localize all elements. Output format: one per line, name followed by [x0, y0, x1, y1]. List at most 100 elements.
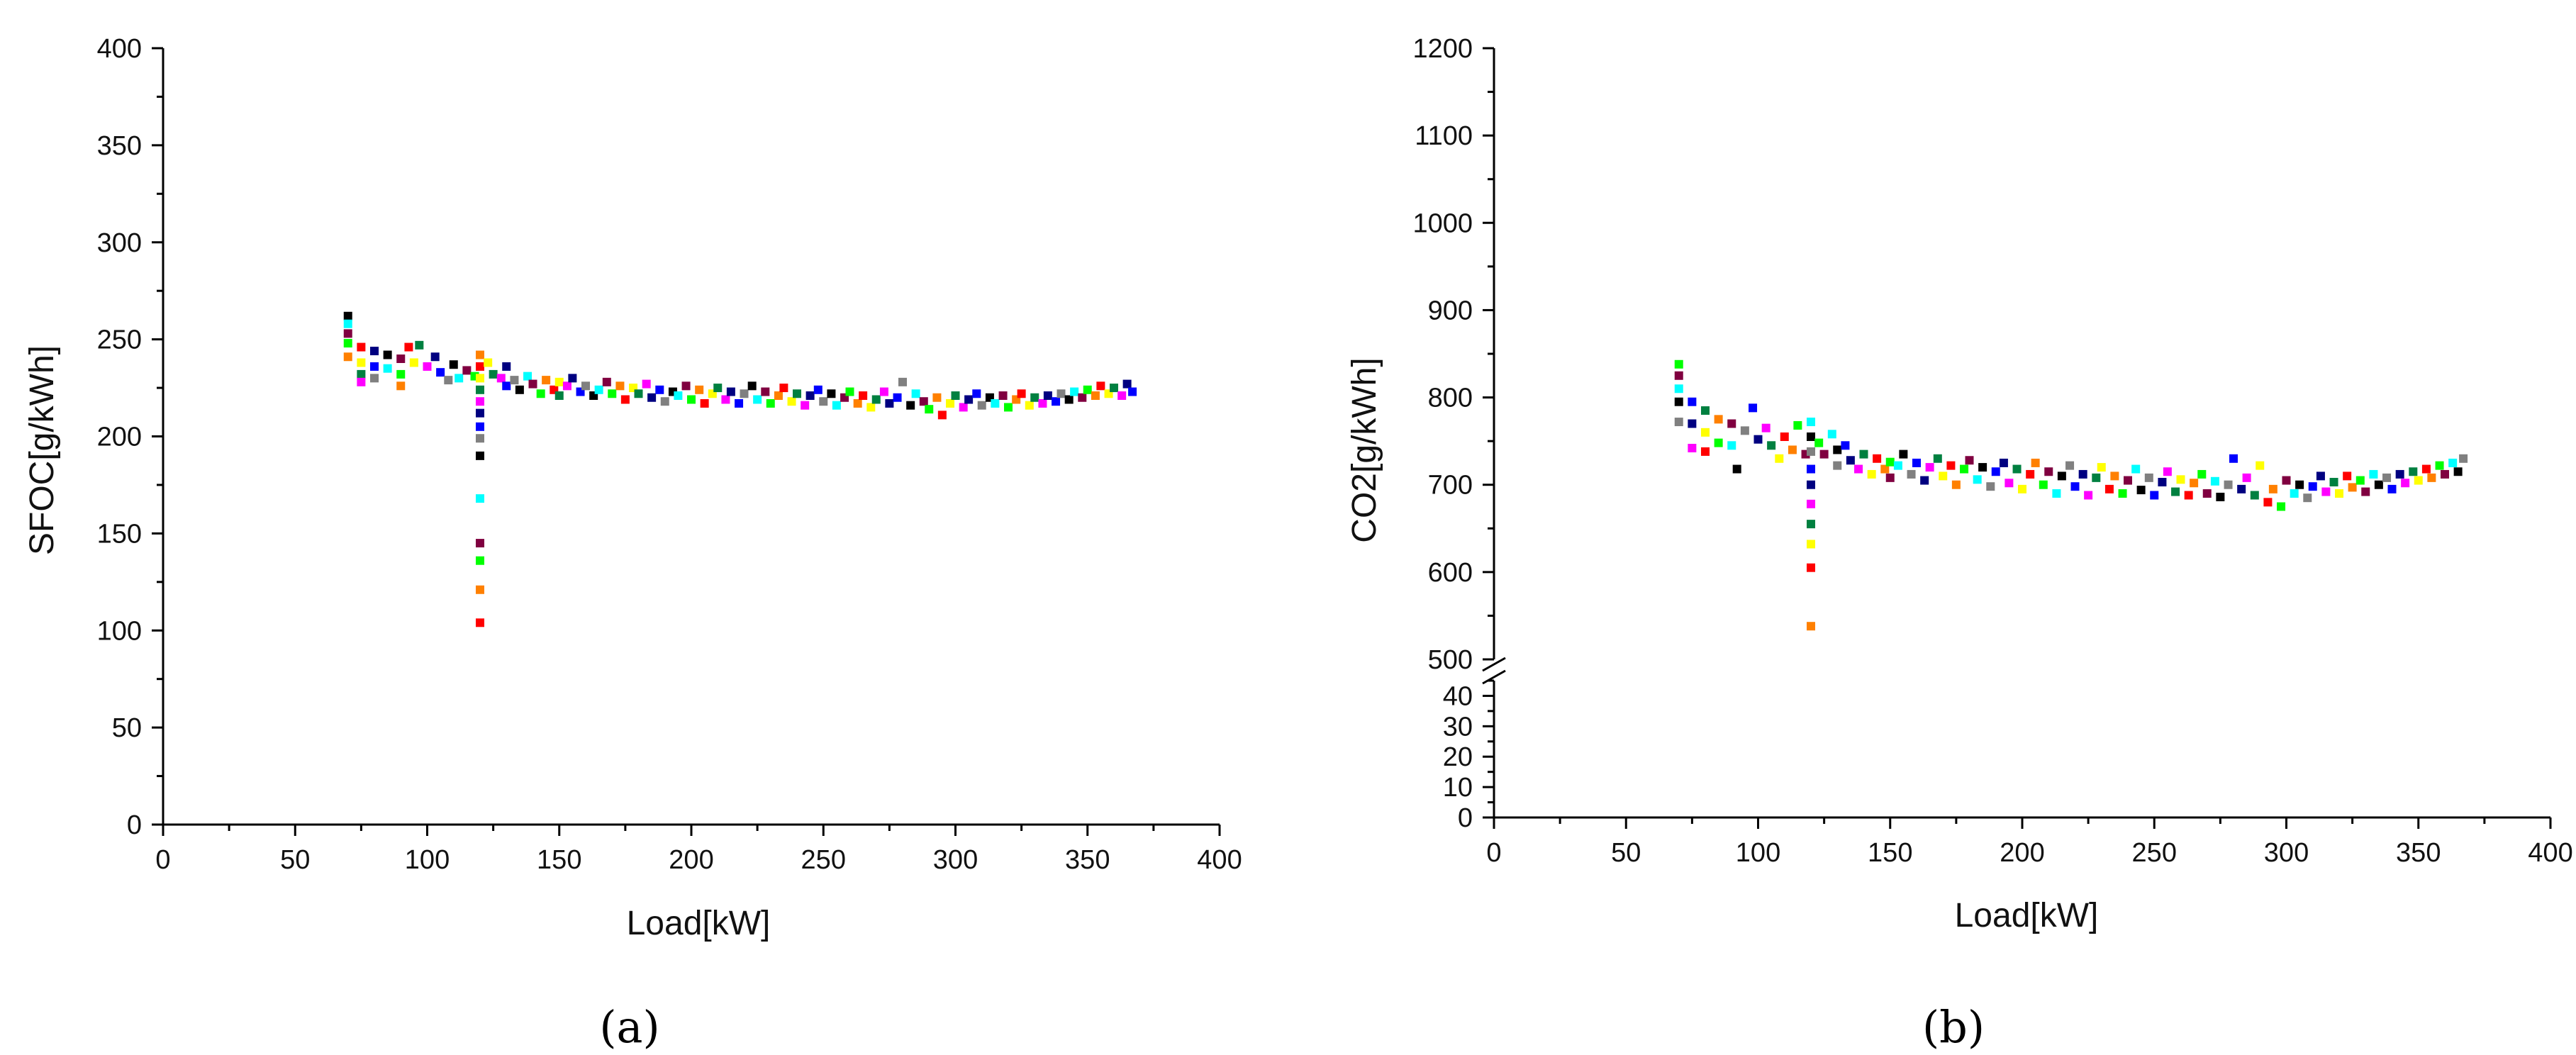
chart-a-point	[832, 401, 841, 410]
chart-b-point	[1807, 622, 1815, 631]
chart-a-point	[536, 389, 545, 398]
chart-b-point	[2448, 458, 2458, 467]
chart-b-point	[2308, 482, 2317, 491]
chart-a-point	[845, 387, 854, 396]
chart-b-point	[1807, 432, 1815, 441]
chart-a-point	[1083, 385, 1092, 394]
chart-a-point	[476, 422, 484, 431]
chart-b-y-tick-label: 500	[1428, 645, 1473, 675]
chart-a-point	[774, 391, 783, 401]
chart-b-axis-break	[1482, 657, 1506, 685]
chart-a-point	[813, 385, 823, 394]
chart-a-point	[343, 339, 352, 348]
chart-b-x-tick-label: 150	[1868, 838, 1912, 868]
chart-b-point	[2441, 469, 2449, 479]
chart-a-point	[1056, 389, 1066, 398]
chart-b-point	[2070, 482, 2080, 491]
chart-b-break-mark	[1482, 669, 1506, 685]
chart-b-point	[1674, 418, 1683, 427]
chart-b-point	[2329, 478, 2338, 487]
chart-a-point	[404, 342, 413, 352]
chart-b-point	[2369, 469, 2378, 479]
chart-b-point	[1688, 397, 1697, 406]
chart-b-point	[1827, 430, 1836, 439]
chart-a-point	[370, 362, 379, 371]
chart-b-point	[2184, 491, 2193, 500]
chart-b-point	[1749, 403, 1758, 413]
chart-b-y-axis-label: CO2[g/kWh]	[1346, 357, 1383, 542]
chart-b-point	[1939, 471, 1948, 481]
chart-b-point	[2018, 484, 2026, 493]
chart-b-point	[1880, 464, 1890, 474]
chart-a-panel-label: (a)	[599, 1001, 659, 1053]
chart-a-point	[700, 398, 709, 408]
chart-a-point	[642, 379, 651, 389]
chart-b-point	[2242, 473, 2251, 482]
chart-a-point	[819, 397, 828, 406]
chart-a-point	[396, 381, 406, 391]
chart-b-point	[1807, 480, 1815, 489]
chart-b-point	[2427, 473, 2436, 482]
chart-b-point	[2197, 469, 2207, 479]
chart-b-point	[2065, 461, 2075, 470]
chart-b-x-tick-label: 250	[2132, 838, 2177, 868]
chart-b-point	[2335, 489, 2343, 498]
chart-b-point	[1761, 423, 1771, 432]
chart-a-point	[805, 391, 815, 401]
chart-a-point	[343, 352, 352, 362]
chart-a-point	[476, 585, 484, 594]
chart-b-point	[1854, 464, 1863, 474]
chart-b-point	[2303, 493, 2312, 503]
chart-b-point	[2290, 489, 2299, 498]
chart-b-point	[2224, 480, 2233, 489]
chart-b-point	[1767, 441, 1776, 450]
chart-b-point	[1859, 450, 1868, 459]
chart-b-x-tick-label: 100	[1736, 838, 1780, 868]
chart-a-point	[476, 618, 484, 627]
chart-a-point	[476, 408, 484, 418]
chart-a-y-tick-label: 400	[97, 34, 142, 64]
chart-a-point	[602, 377, 611, 386]
chart-b-point	[1674, 384, 1683, 393]
chart-a-point	[489, 369, 498, 379]
chart-a-point	[409, 358, 418, 367]
chart-a-y-ticks: 0 50 100 150 200 250 300 350 400	[97, 34, 163, 840]
chart-b-point	[2163, 467, 2172, 476]
chart-b-point	[1701, 428, 1710, 437]
chart-a-point	[357, 358, 366, 367]
chart-a-point	[713, 384, 723, 393]
chart-b-point	[1793, 420, 1802, 430]
chart-b-point	[2343, 471, 2352, 481]
chart-b-point	[2374, 480, 2383, 489]
chart-b-point	[2158, 478, 2167, 487]
chart-a-point	[542, 376, 551, 385]
chart-b-point	[2110, 471, 2119, 481]
chart-a-point	[594, 385, 603, 394]
chart-b-point	[1775, 454, 1784, 463]
chart-a-point	[937, 411, 947, 420]
chart-b-point	[2414, 476, 2423, 485]
chart-a-point	[660, 397, 669, 406]
chart-a-point	[721, 395, 730, 404]
chart-a-point	[430, 352, 440, 362]
chart-b-point	[1701, 406, 1710, 415]
chart-a-point	[357, 369, 366, 379]
chart-b-point	[1885, 457, 1895, 467]
chart-b-point	[1907, 469, 1916, 479]
chart-a-point	[871, 395, 881, 404]
chart-b-point	[2409, 467, 2418, 476]
chart-a-point	[977, 401, 986, 410]
chart-b-point	[2459, 454, 2468, 463]
chart-b-point	[1946, 461, 1956, 470]
chart-a-point	[620, 395, 630, 404]
chart-b-point	[1807, 540, 1815, 549]
chart-b-point	[2216, 492, 2225, 501]
chart-b-point	[1912, 458, 1921, 467]
chart-a-x-tick-label: 100	[405, 845, 450, 875]
chart-a-point	[655, 385, 664, 394]
chart-b-point	[2401, 479, 2410, 488]
chart-a-point	[1052, 397, 1061, 406]
chart-b-point	[2361, 487, 2370, 496]
chart-a-point	[484, 358, 493, 367]
chart-a-y-tick-label: 200	[97, 423, 142, 452]
